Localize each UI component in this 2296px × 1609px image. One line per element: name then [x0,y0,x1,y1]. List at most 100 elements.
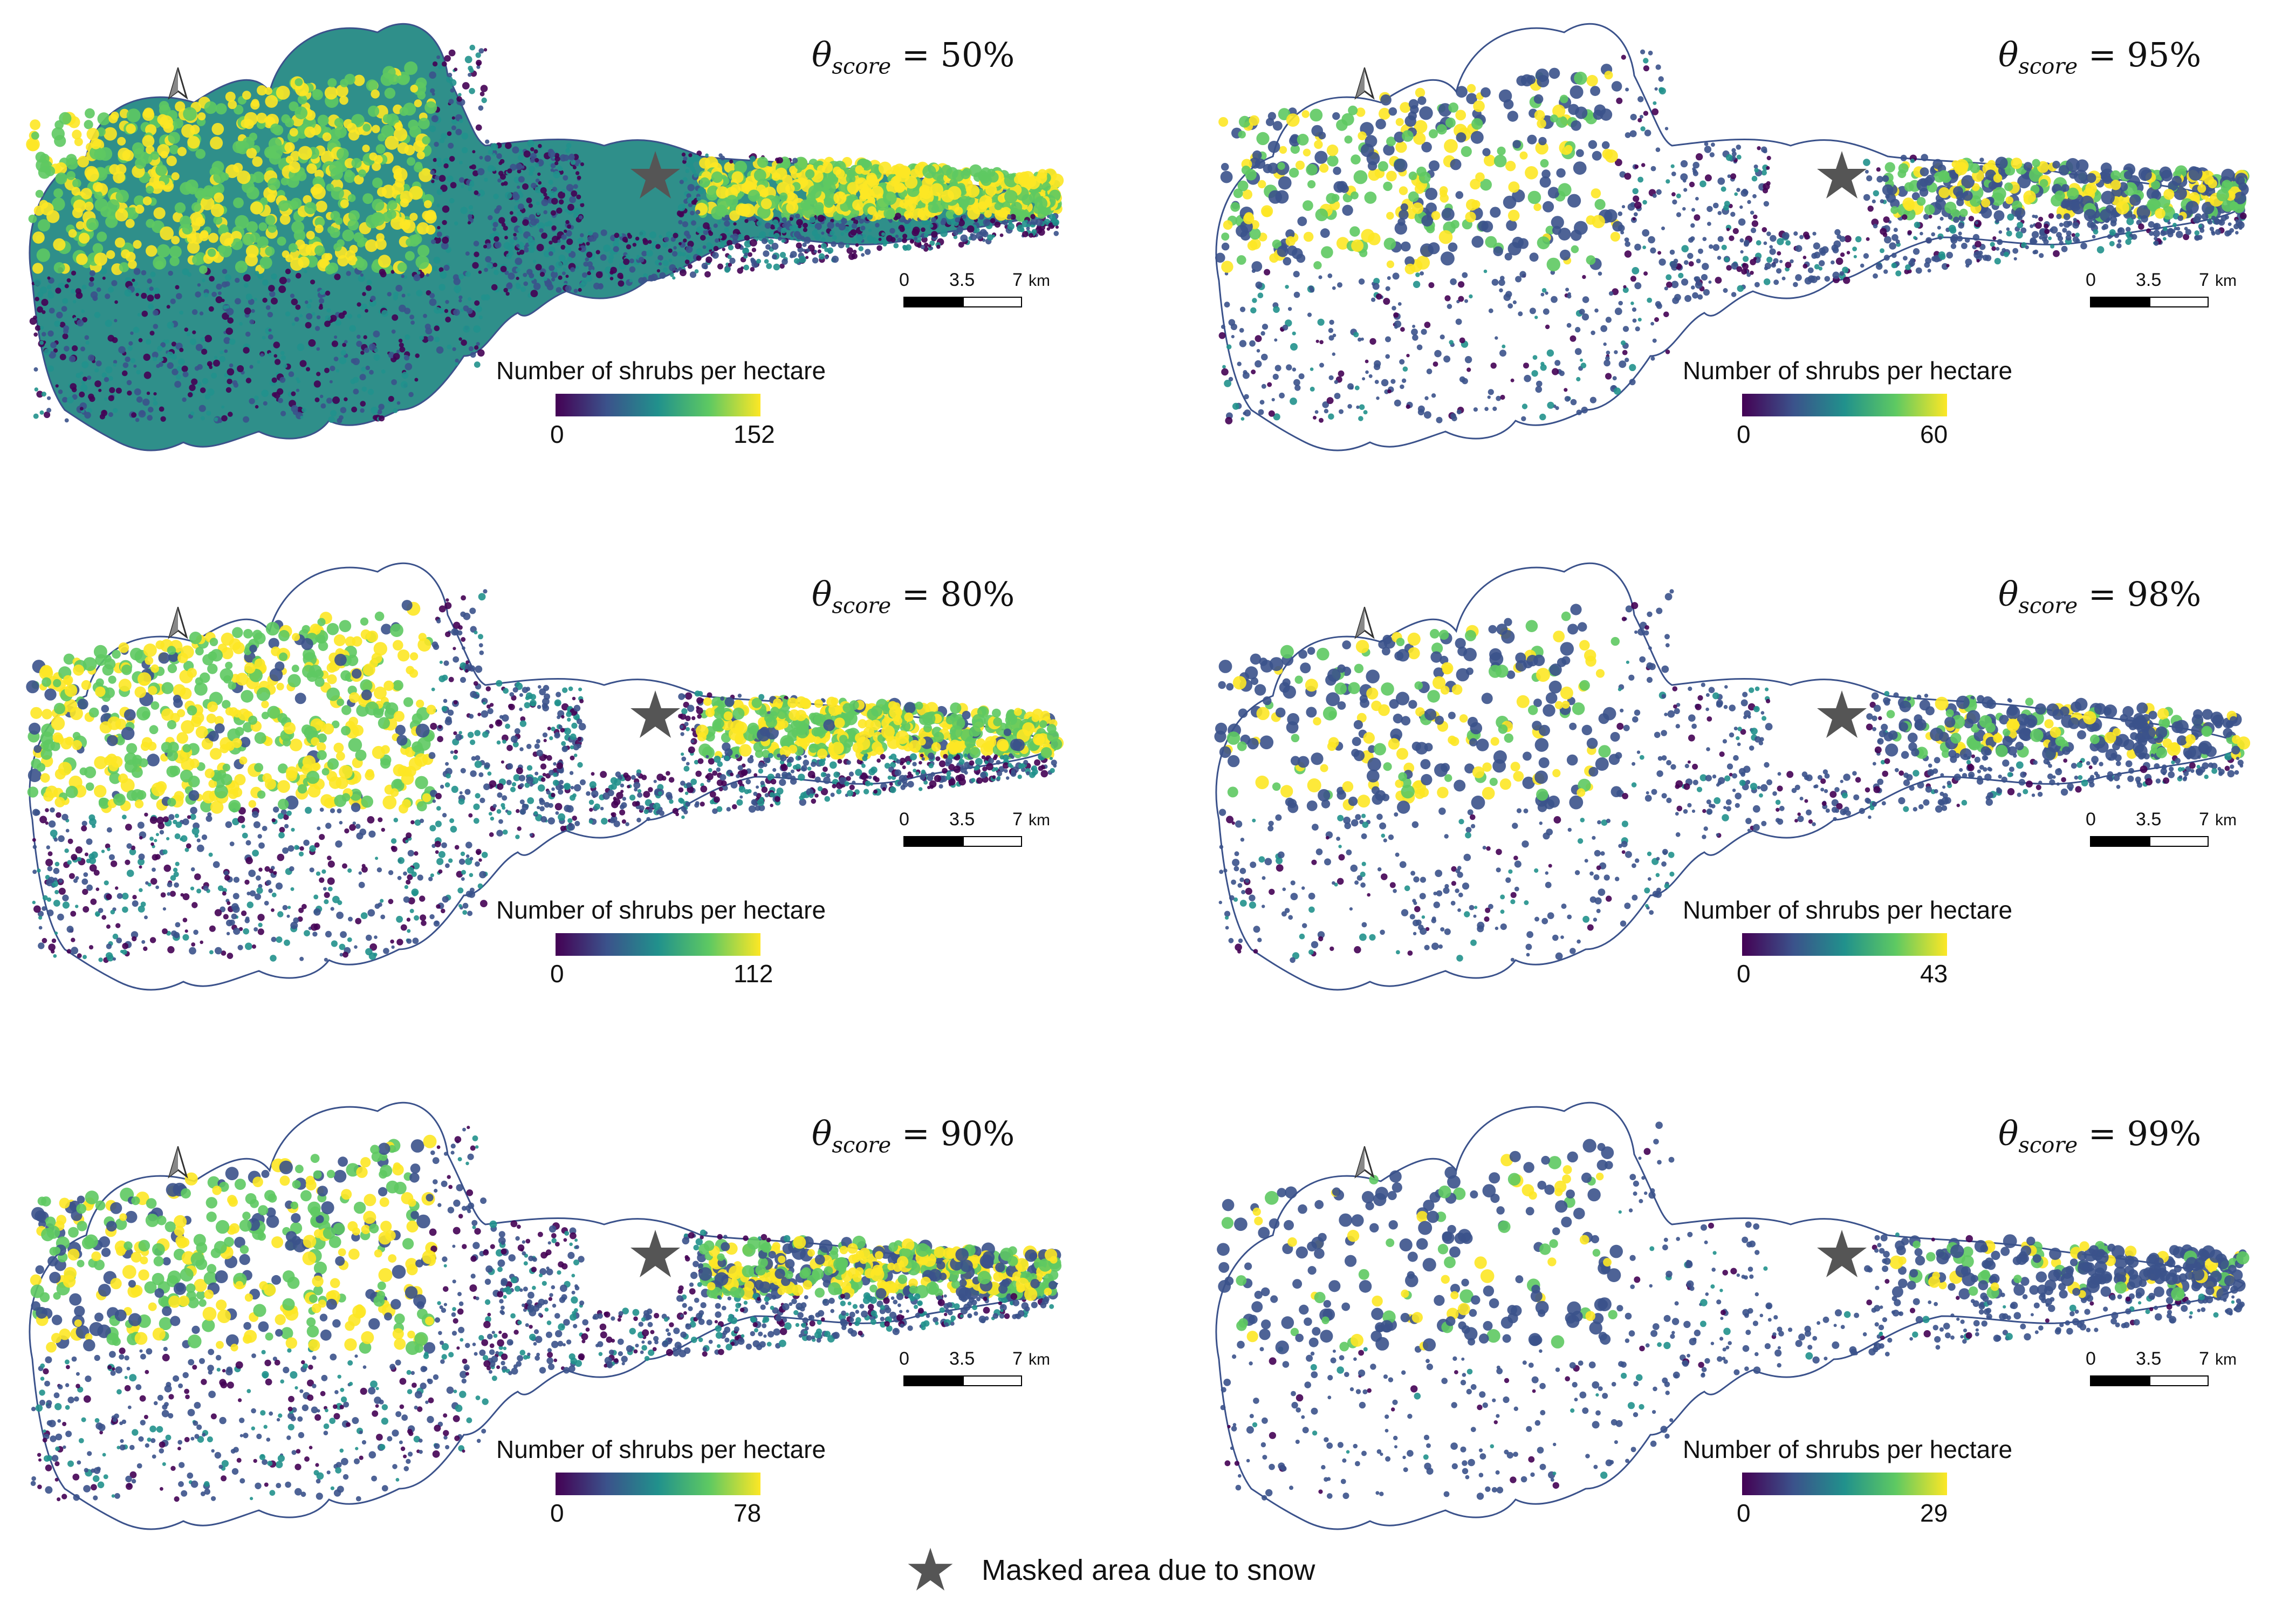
map-panel-4: θscore = 98% 0 3.5 7 km Number of shrubs per … [1187,539,2292,1025]
scale-tick-0: 0 [2086,809,2096,830]
scale-tick-2: 7 [1012,809,1023,830]
scale-tick-2: 7 [2199,1348,2209,1369]
scale-segment-black [2090,836,2149,847]
scale-segment-black [903,836,963,847]
color-legend: Number of shrubs per hectare 0 78 [496,1435,874,1543]
scale-bar: 0 3.5 7 km [2079,1348,2237,1392]
scale-segment-white [963,836,1022,847]
map-panel-6: θscore = 99% 0 3.5 7 km Number of shrubs per … [1187,1079,2292,1564]
scale-segment-black [2090,1375,2149,1386]
scale-segment-white [2149,297,2209,307]
legend-max: 152 [734,420,775,448]
scale-unit: km [2215,811,2237,829]
legend-min: 0 [1737,1499,1751,1527]
north-arrow-icon [168,1146,188,1179]
density-texture [26,44,1064,424]
map-panel-2: θscore = 95% 0 3.5 7 km Number of shrubs per … [1187,0,2292,485]
legend-max: 112 [734,960,773,988]
map-panel-1: θscore = 50% 0 3.5 7 km Number of shrubs per … [0,0,1106,485]
region-outline [1215,1101,2245,1530]
scale-tick-1: 3.5 [2136,809,2162,830]
color-legend: Number of shrubs per hectare 0 112 [496,895,874,1003]
scale-segment-black [2090,297,2149,307]
color-legend: Number of shrubs per hectare 0 29 [1683,1435,2060,1543]
scale-tick-2: 7 [2199,809,2209,830]
scale-unit: km [1029,811,1050,829]
scale-tick-1: 3.5 [949,270,975,290]
shrub-density-map [26,562,1064,991]
scale-tick-1: 3.5 [949,809,975,830]
map-panel-5: θscore = 90% 0 3.5 7 km Number of shrubs per … [0,1079,1106,1564]
density-texture [1214,589,2251,963]
legend-max: 78 [734,1499,762,1527]
legend-max: 43 [1920,960,1948,988]
legend-colorbar [1742,394,1947,416]
theta-score-label: θscore = 80% [812,574,1015,619]
scale-segment-black [903,297,963,307]
scale-segment-white [2149,1375,2209,1386]
scale-tick-2: 7 [2199,270,2209,290]
scale-tick-0: 0 [899,1348,909,1369]
scale-segment-black [903,1375,963,1386]
density-texture [26,589,1064,963]
legend-title: Number of shrubs per hectare [496,1435,826,1463]
snow-mask-legend: Masked area due to snow [906,1543,1392,1597]
legend-min: 0 [550,960,564,988]
scale-tick-2: 7 [1012,1348,1023,1369]
shrub-density-map [26,23,1064,451]
legend-colorbar [556,933,760,956]
snow-mask-star-icon [630,690,680,738]
legend-max: 29 [1920,1499,1948,1527]
legend-colorbar [1742,933,1947,956]
snow-mask-star-icon [1817,1230,1867,1277]
legend-min: 0 [550,420,564,448]
snow-mask-label: Masked area due to snow [982,1554,1315,1586]
legend-min: 0 [550,1499,564,1527]
scale-tick-0: 0 [2086,1348,2096,1369]
north-arrow-icon [168,607,188,639]
snow-mask-star-icon [1817,151,1867,198]
density-texture [30,1126,1062,1502]
color-legend: Number of shrubs per hectare 0 152 [496,356,874,464]
legend-title: Number of shrubs per hectare [496,357,826,385]
legend-min: 0 [1737,960,1751,988]
scale-tick-1: 3.5 [949,1348,975,1369]
map-panel-3: θscore = 80% 0 3.5 7 km Number of shrubs per … [0,539,1106,1025]
shrub-density-map [1214,562,2251,991]
scale-bar: 0 3.5 7 km [2079,809,2237,852]
scale-tick-0: 0 [899,809,909,830]
theta-score-label: θscore = 99% [1998,1114,2202,1158]
legend-title: Number of shrubs per hectare [1683,357,2013,385]
scale-unit: km [2215,1351,2237,1368]
snow-mask-star-icon [630,1230,680,1277]
legend-max: 60 [1920,420,1948,448]
shrub-density-map [29,1101,1062,1530]
color-legend: Number of shrubs per hectare 0 43 [1683,895,2060,1003]
legend-title: Number of shrubs per hectare [1683,896,2013,924]
north-arrow-icon [168,67,188,100]
north-arrow-icon [1354,67,1375,100]
shrub-density-map [1215,1101,2250,1530]
scale-bar: 0 3.5 7 km [893,270,1050,313]
scale-unit: km [2215,272,2237,290]
snow-mask-star-icon [1817,690,1867,738]
legend-colorbar [556,1473,760,1495]
scale-unit: km [1029,272,1050,290]
shrub-density-map [1215,23,2250,451]
scale-segment-white [2149,836,2209,847]
north-arrow-icon [1354,1146,1375,1179]
legend-colorbar [1742,1473,1947,1495]
snow-mask-star-icon [630,151,680,198]
theta-score-label: θscore = 90% [812,1114,1015,1158]
scale-tick-2: 7 [1012,270,1023,290]
scale-tick-0: 0 [2086,270,2096,290]
legend-colorbar [556,394,760,416]
north-arrow-icon [1354,607,1375,639]
legend-title: Number of shrubs per hectare [1683,1435,2013,1463]
scale-tick-0: 0 [899,270,909,290]
scale-bar: 0 3.5 7 km [893,1348,1050,1392]
legend-min: 0 [1737,420,1751,448]
scale-segment-white [963,1375,1022,1386]
scale-bar: 0 3.5 7 km [893,809,1050,852]
scale-tick-1: 3.5 [2136,270,2162,290]
